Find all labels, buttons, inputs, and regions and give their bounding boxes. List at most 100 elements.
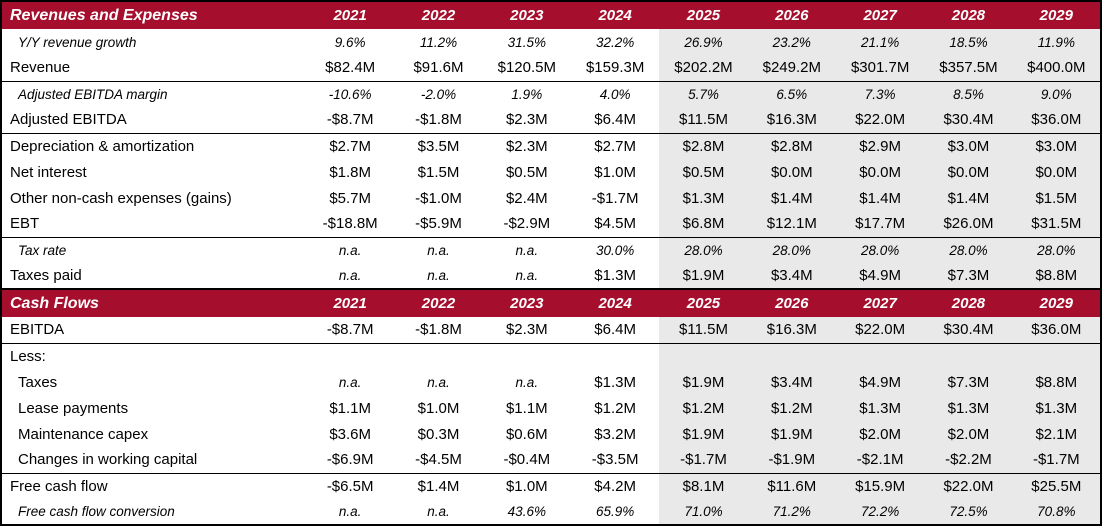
row-label: Maintenance capex [18,425,149,443]
cell-value: 5.7% [659,81,748,107]
cell-value: 1.9% [511,86,543,102]
cell-value: $1.2M [659,395,748,421]
cell-value: $30.4M [924,107,1013,134]
cell-value: 8.5% [924,81,1013,107]
row-label: EBT [1,211,306,238]
cell-value: $82.4M [306,55,395,82]
cell-value: $1.5M [417,163,460,181]
cell-value: 71.0% [659,499,748,525]
cell-value: $11.5M [659,107,748,134]
row-label: Free cash flow [10,477,108,495]
year-header: 2021 [306,289,395,317]
cell-value: 23.2% [747,29,836,55]
cell-value [924,343,1013,369]
cell-value: 32.2% [596,34,635,50]
cell-value: n.a. [515,374,539,390]
table-row: Other non-cash expenses (gains) $5.7M -$1.… [1,185,1101,211]
cell-value: $17.7M [835,211,925,238]
row-label: Less: [10,347,46,365]
year-header: 2028 [924,289,1013,317]
row-label: Adjusted EBITDA margin [18,86,168,102]
row-label: Free cash flow conversion [18,504,175,519]
cell-value: $16.3M [747,317,836,344]
cell-value: $2.7M [329,137,372,155]
cell-value: $1.3M [924,395,1013,421]
cell-value: -$18.8M [306,211,395,238]
cell-value: $26.0M [924,211,1013,238]
cell-value: $249.2M [747,55,836,82]
cell-value: $3.0M [924,133,1013,159]
year-header: 2025 [659,289,748,317]
cell-value [306,343,394,369]
cell-value: $2.3M [505,137,548,155]
cell-value: $3.4M [747,369,836,395]
cell-value: $8.8M [1012,369,1101,395]
year-header: 2025 [659,1,748,29]
cell-value: $2.4M [505,189,548,207]
year-header: 2022 [394,289,483,317]
cell-value: $120.5M [482,55,571,82]
year-header: 2027 [835,1,925,29]
cell-value: -$1.7M [1012,447,1101,474]
cell-value: -$2.9M [482,211,571,238]
cell-value: $1.3M [659,185,748,211]
cell-value: $12.1M [747,211,836,238]
cell-value: 28.0% [835,237,925,263]
cell-value: $1.2M [594,399,636,417]
section-title: Cash Flows [1,289,306,317]
table-row: EBITDA -$8.7M -$1.8M $2.3M $6.4M $11.5M $16.3M… [1,317,1101,344]
cell-value: $1.3M [594,267,636,284]
cell-value: $31.5M [1012,211,1101,238]
cell-value: $202.2M [659,55,748,82]
cell-value: $1.3M [1012,395,1101,421]
year-header: 2022 [394,1,483,29]
cell-value: $2.8M [747,133,836,159]
cell-value: $1.0M [417,399,460,417]
row-label: Taxes [18,373,58,391]
cell-value: $6.4M [570,317,660,344]
cell-value: 30.0% [596,242,635,258]
cell-value: $2.3M [482,317,571,344]
cell-value: 71.2% [747,499,836,525]
cell-value: $30.4M [924,317,1013,344]
year-header: 2026 [747,1,836,29]
cell-value: $1.4M [835,185,925,211]
cell-value: $0.5M [505,163,548,181]
row-label: Depreciation & amortization [10,137,195,155]
table-row: Free cash flow conversion n.a. n.a. 43.6% 65… [1,499,1101,525]
year-header: 2027 [835,289,925,317]
cell-value: 7.3% [835,81,925,107]
cell-value: $0.0M [924,159,1013,185]
cell-value: $1.0M [505,477,548,495]
year-header: 2029 [1012,289,1101,317]
cell-value: $7.3M [924,263,1013,289]
cell-value: 9.6% [334,34,366,50]
cell-value: $4.5M [570,211,660,238]
cell-value: $1.3M [835,395,925,421]
cell-value [483,343,571,369]
cell-value: 28.0% [747,237,836,263]
cell-value [747,343,836,369]
cell-value: $36.0M [1012,107,1101,134]
cell-value: $1.9M [747,421,836,447]
cell-value: n.a. [338,504,362,519]
cell-value: $1.4M [417,477,460,495]
table-row: EBT -$18.8M -$5.9M -$2.9M $4.5M $6.8M $12.1M $1… [1,211,1101,238]
row-label: Y/Y revenue growth [18,34,137,50]
revenues-and-expenses-table: Revenues and Expenses 2021 2022 2023 2024 20… [0,0,1102,290]
year-header: 2024 [570,289,660,317]
cell-value: $36.0M [1012,317,1101,344]
cell-value: $4.9M [835,263,925,289]
cell-value: $7.3M [924,369,1013,395]
cell-value: $357.5M [924,55,1013,82]
cell-value: 28.0% [659,237,748,263]
cell-value: 65.9% [596,504,635,519]
cell-value: -$1.7M [659,447,748,474]
cell-value: 11.2% [419,34,458,50]
cell-value: n.a. [338,268,362,283]
cell-value: $22.0M [835,317,925,344]
cell-value: -$8.7M [306,107,395,134]
cell-value: n.a. [515,242,539,258]
row-label: Net interest [10,163,87,181]
table-row: Free cash flow -$6.5M $1.4M $1.0M $4.2M $8.1M… [1,473,1101,499]
